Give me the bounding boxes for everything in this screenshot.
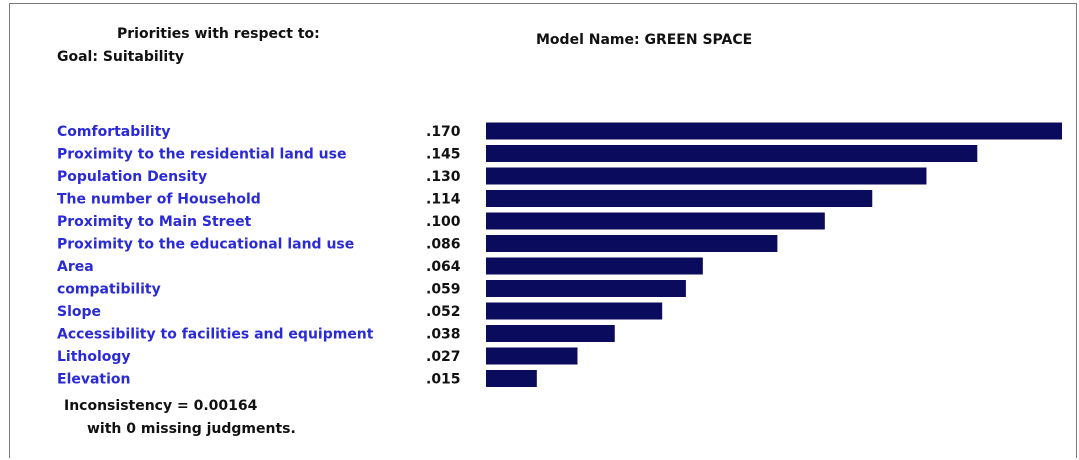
value-label: .130 <box>426 169 461 185</box>
value-label: .086 <box>426 237 461 253</box>
category-label: compatibility <box>57 282 161 298</box>
bar <box>486 257 703 275</box>
chart-frame <box>9 3 1077 458</box>
bar <box>486 347 578 365</box>
category-label: Proximity to Main Street <box>57 214 252 230</box>
value-label: .170 <box>426 124 461 140</box>
bar <box>486 370 537 387</box>
missing-judgments-note: with 0 missing judgments. <box>87 421 296 437</box>
value-label: .015 <box>426 372 461 388</box>
priorities-heading: Priorities with respect to: <box>117 26 320 42</box>
category-label: Area <box>57 259 94 275</box>
category-label: The number of Household <box>57 192 261 208</box>
value-label: .114 <box>426 192 461 208</box>
category-label: Lithology <box>57 349 131 365</box>
goal-label: Goal: Suitability <box>57 49 185 65</box>
category-label: Elevation <box>57 372 131 388</box>
category-label: Comfortability <box>57 124 170 140</box>
category-label: Proximity to the educational land use <box>57 237 354 253</box>
category-label: Proximity to the residential land use <box>57 147 346 163</box>
value-label: .145 <box>426 147 461 163</box>
category-label: Population Density <box>57 169 207 185</box>
bar <box>486 190 873 207</box>
bar <box>486 302 663 320</box>
category-labels: Comfortability Proximity to the residenti… <box>57 124 374 388</box>
value-label: .064 <box>426 259 461 275</box>
value-labels: .170 .145 .130 .114 .100 .086 .064 .059 .052 .038… <box>426 124 461 388</box>
bar <box>486 280 686 297</box>
bar <box>486 212 825 230</box>
bar <box>486 167 927 185</box>
bar <box>486 145 978 162</box>
inconsistency-readout: Inconsistency = 0.00164 <box>64 398 258 414</box>
bars <box>486 122 1062 387</box>
value-label: .052 <box>426 304 461 320</box>
bar <box>486 122 1062 140</box>
bar <box>486 325 615 342</box>
category-label: Accessibility to facilities and equipmen… <box>57 327 374 343</box>
value-label: .059 <box>426 282 461 298</box>
bar <box>486 235 778 252</box>
category-label: Slope <box>57 304 101 320</box>
value-label: .038 <box>426 327 461 343</box>
value-label: .100 <box>426 214 461 230</box>
model-name-label: Model Name: GREEN SPACE <box>536 32 753 48</box>
value-label: .027 <box>426 349 461 365</box>
